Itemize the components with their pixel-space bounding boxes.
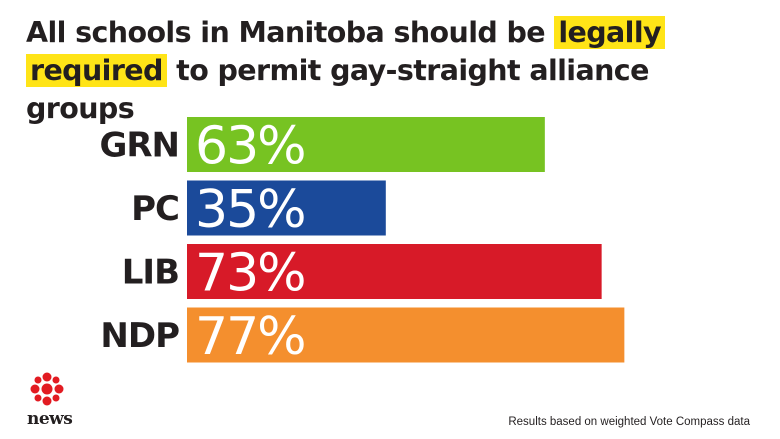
gem-bottom-left [34,394,42,402]
category-label-grn: GRN [99,126,179,166]
gem-right [54,384,64,394]
value-label-lib: 73% [195,244,305,304]
category-label-pc: PC [131,189,179,229]
source-note: Results based on weighted Vote Compass d… [508,416,750,428]
title-highlight-legally: legally [554,16,665,49]
logo-news-text: news [27,409,73,429]
gem-left [30,384,40,394]
value-label-pc: 35% [195,180,305,240]
gem-top-left [34,376,42,384]
title-text: All schools in Manitoba should be [26,16,555,49]
gem-bottom-right [52,394,60,402]
title-highlight-required: required [26,54,167,87]
gem-top-right [52,376,60,384]
chart-title: All schools in Manitoba should be legall… [26,14,766,128]
bar-pc [187,180,386,236]
category-label-ndp: NDP [100,316,179,356]
bar-lib [187,244,602,299]
cbc-gem-icon [30,372,64,406]
gem-center [41,383,53,395]
bar-ndp [187,307,625,363]
cbc-gem-shape [30,372,64,406]
bar-grn [187,117,545,172]
category-label-lib: LIB [122,253,179,293]
gem-top [42,372,52,382]
value-label-ndp: 77% [195,307,305,367]
title-text-end: to permit gay-straight alliance groups [26,54,649,125]
value-label-grn: 63% [195,117,305,177]
gem-bottom [42,396,52,406]
